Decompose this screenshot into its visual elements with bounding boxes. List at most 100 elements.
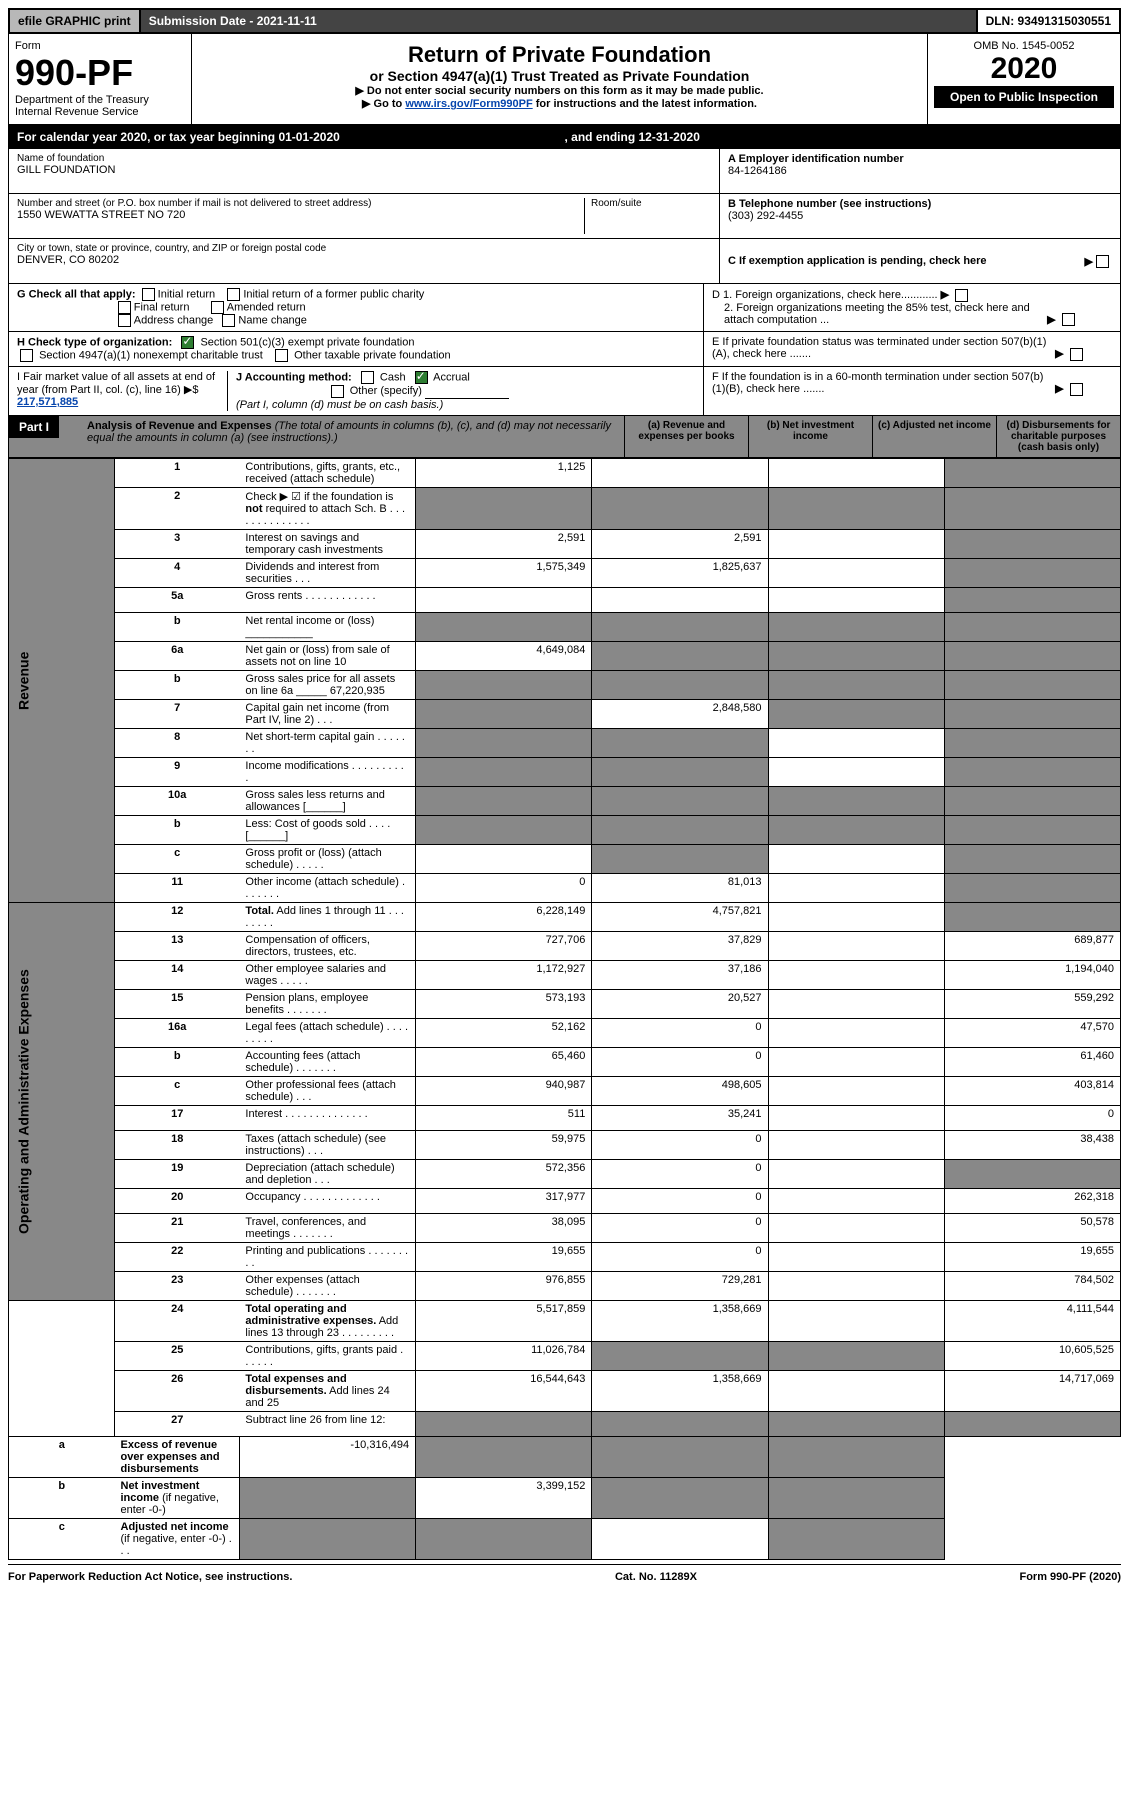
cb-f[interactable] <box>1070 383 1083 396</box>
table-row: 2Check ▶ ☑ if the foundation is not requ… <box>9 488 1121 530</box>
table-row: 3Interest on savings and temporary cash … <box>9 530 1121 559</box>
line-description: Other professional fees (attach schedule… <box>239 1077 415 1106</box>
col-a-value: 6,228,149 <box>416 903 592 932</box>
line-description: Legal fees (attach schedule) . . . . . .… <box>239 1019 415 1048</box>
col-c-value <box>768 1160 944 1189</box>
table-row: bNet investment income (if negative, ent… <box>9 1478 1121 1519</box>
cb-other-tax[interactable] <box>275 349 288 362</box>
col-d-value <box>944 488 1120 530</box>
line-number: c <box>115 1077 240 1106</box>
col-a-value: 940,987 <box>416 1077 592 1106</box>
line-number: 26 <box>115 1371 240 1412</box>
col-c-value <box>768 1189 944 1214</box>
col-c-value <box>768 932 944 961</box>
line-number: 24 <box>115 1301 240 1342</box>
col-a-value <box>416 816 592 845</box>
col-a-value: 1,172,927 <box>416 961 592 990</box>
lbl-addrchg: Address change <box>134 314 214 326</box>
cb-cash[interactable] <box>361 371 374 384</box>
irs-link[interactable]: www.irs.gov/Form990PF <box>405 98 532 110</box>
col-a-value <box>416 488 592 530</box>
line-number: 15 <box>115 990 240 1019</box>
col-d-value <box>944 1412 1120 1437</box>
cb-initial-pub[interactable] <box>227 288 240 301</box>
col-a-value <box>416 700 592 729</box>
cb-4947[interactable] <box>20 349 33 362</box>
col-c-value <box>768 1243 944 1272</box>
col-d-value: 38,438 <box>944 1131 1120 1160</box>
line-number: 18 <box>115 1131 240 1160</box>
col-a-value: 1,575,349 <box>416 559 592 588</box>
line-number: c <box>115 845 240 874</box>
col-b-value: 0 <box>592 1131 768 1160</box>
cb-accrual[interactable] <box>415 371 428 384</box>
cb-amended[interactable] <box>211 301 224 314</box>
arrow-icon: ▶ <box>1085 255 1093 268</box>
form-header: Form 990-PF Department of the Treasury I… <box>8 34 1121 125</box>
cb-final[interactable] <box>118 301 131 314</box>
col-c-value <box>768 758 944 787</box>
line-description: Travel, conferences, and meetings . . . … <box>239 1214 415 1243</box>
cb-other-acct[interactable] <box>331 385 344 398</box>
cb-namechg[interactable] <box>222 314 235 327</box>
line-description: Gross profit or (loss) (attach schedule)… <box>239 845 415 874</box>
line-description: Subtract line 26 from line 12: <box>239 1412 415 1437</box>
table-row: 17Interest . . . . . . . . . . . . . .51… <box>9 1106 1121 1131</box>
c-checkbox[interactable] <box>1096 255 1109 268</box>
fmv-value[interactable]: 217,571,885 <box>17 396 78 408</box>
col-b-value: 1,825,637 <box>592 559 768 588</box>
line-number: 21 <box>115 1214 240 1243</box>
calendar-bar: For calendar year 2020, or tax year begi… <box>8 125 1121 149</box>
line-number: 22 <box>115 1243 240 1272</box>
col-b-value <box>592 671 768 700</box>
line-description: Net gain or (loss) from sale of assets n… <box>239 642 415 671</box>
line-number: c <box>9 1519 115 1560</box>
tel-label: B Telephone number (see instructions) <box>728 198 1112 210</box>
col-c-value <box>768 1048 944 1077</box>
line-description: Pension plans, employee benefits . . . .… <box>239 990 415 1019</box>
check-section-ij: I Fair market value of all assets at end… <box>8 367 1121 415</box>
cb-d1[interactable] <box>955 289 968 302</box>
lbl-other-acct: Other (specify) <box>350 385 422 397</box>
col-a-value: 2,591 <box>416 530 592 559</box>
cb-initial[interactable] <box>142 288 155 301</box>
table-row: 8Net short-term capital gain . . . . . .… <box>9 729 1121 758</box>
line-description: Contributions, gifts, grants, etc., rece… <box>239 459 415 488</box>
cb-d2[interactable] <box>1062 313 1075 326</box>
col-b-value: 2,591 <box>592 530 768 559</box>
col-a-value: 5,517,859 <box>416 1301 592 1342</box>
line-number: 8 <box>115 729 240 758</box>
col-d-value <box>944 700 1120 729</box>
line-description: Compensation of officers, directors, tru… <box>239 932 415 961</box>
col-b-value <box>592 588 768 613</box>
table-row: 16aLegal fees (attach schedule) . . . . … <box>9 1019 1121 1048</box>
other-specify-input[interactable] <box>425 384 509 399</box>
col-b-value: 37,829 <box>592 932 768 961</box>
table-row: 22Printing and publications . . . . . . … <box>9 1243 1121 1272</box>
col-a-value: 16,544,643 <box>416 1371 592 1412</box>
name-label: Name of foundation <box>17 153 711 164</box>
lbl-initial: Initial return <box>158 288 215 300</box>
table-row: 21Travel, conferences, and meetings . . … <box>9 1214 1121 1243</box>
line-description: Interest on savings and temporary cash i… <box>239 530 415 559</box>
cb-e[interactable] <box>1070 348 1083 361</box>
cb-addrchg[interactable] <box>118 314 131 327</box>
col-d-value <box>944 845 1120 874</box>
col-d-value: 0 <box>944 1106 1120 1131</box>
lbl-final: Final return <box>134 301 190 313</box>
col-d-value: 784,502 <box>944 1272 1120 1301</box>
form-subtitle: or Section 4947(a)(1) Trust Treated as P… <box>200 68 919 84</box>
line-number: 10a <box>115 787 240 816</box>
col-b-value <box>416 1437 592 1478</box>
col-c-value <box>592 1519 768 1560</box>
table-row: 26Total expenses and disbursements. Add … <box>9 1371 1121 1412</box>
col-b-value: 0 <box>592 1160 768 1189</box>
cb-501c3[interactable] <box>181 336 194 349</box>
line-number: 6a <box>115 642 240 671</box>
col-b-value: 4,757,821 <box>592 903 768 932</box>
city: DENVER, CO 80202 <box>17 254 711 266</box>
col-c-value <box>768 459 944 488</box>
ein: 84-1264186 <box>728 165 1112 177</box>
col-c-value <box>768 729 944 758</box>
table-row: bNet rental income or (loss) ___________ <box>9 613 1121 642</box>
